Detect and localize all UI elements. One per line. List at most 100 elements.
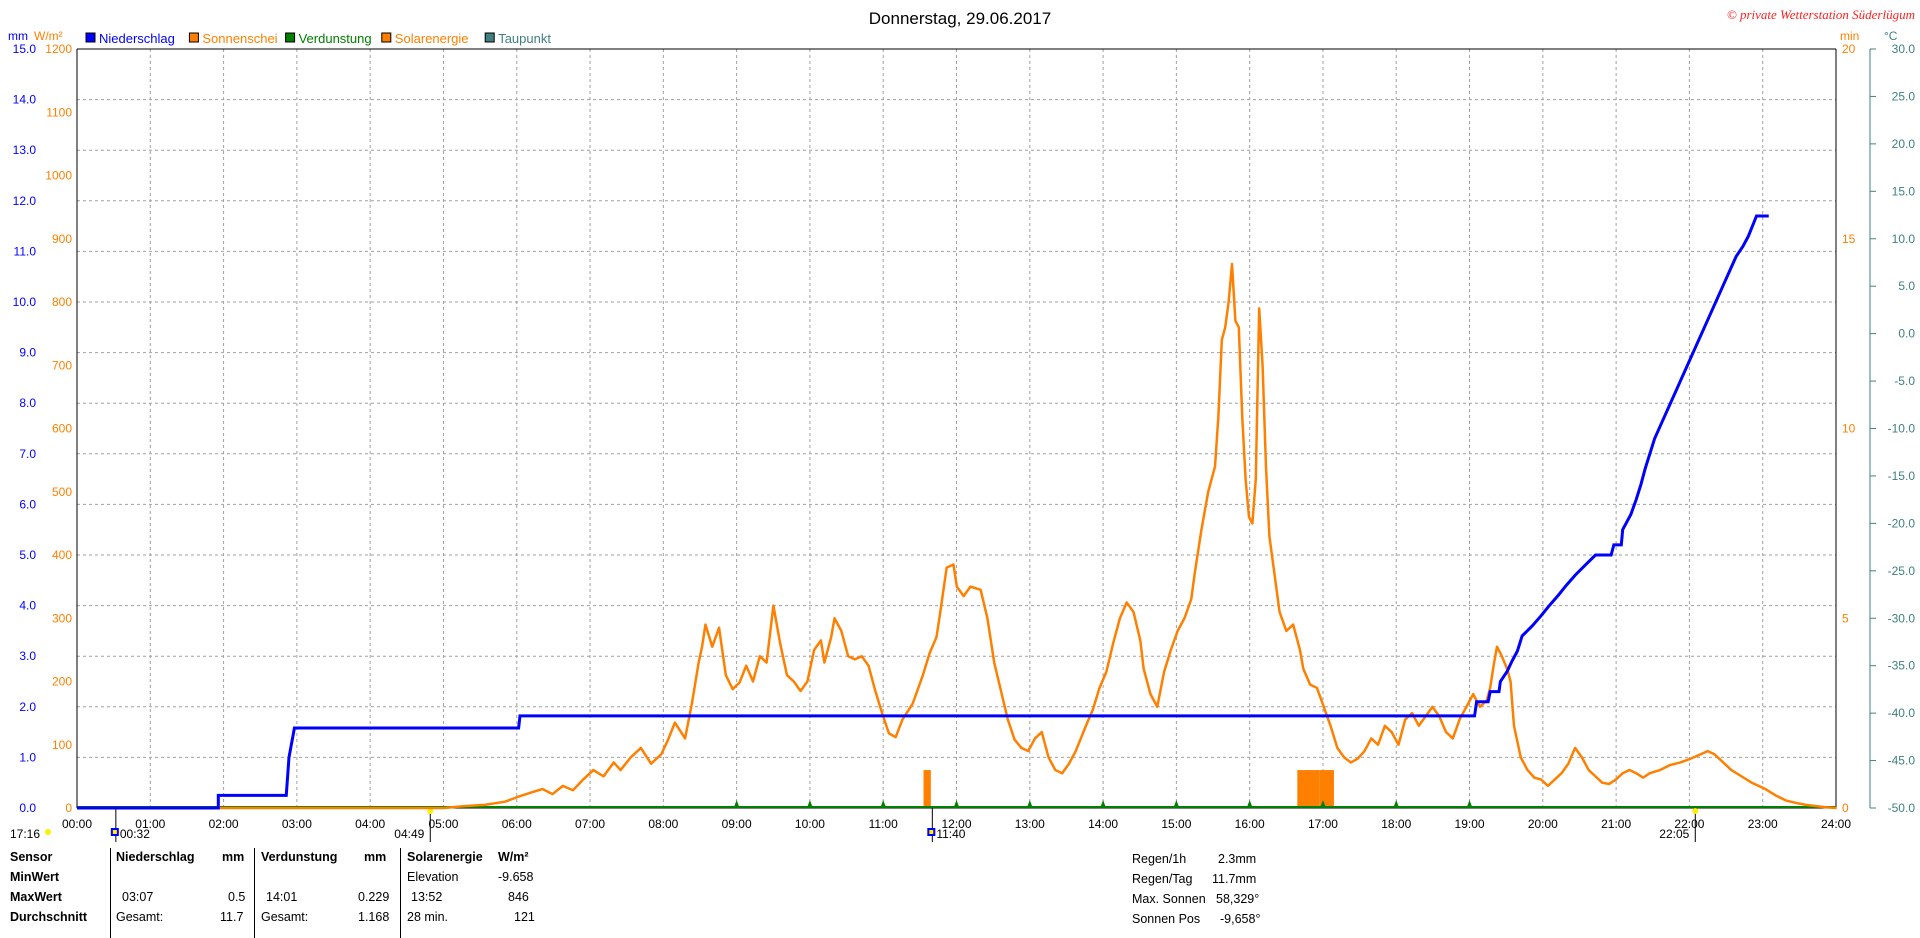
table-header-solarenergie: Solarenergie [407, 850, 483, 864]
row-max-c6: 846 [508, 890, 529, 904]
x-tick-label: 00:00 [62, 817, 92, 831]
x-tick-label: 03:00 [282, 817, 312, 831]
sunshine-bar [1297, 770, 1320, 808]
copyright-text: © private Wetterstation Süderlügum [1727, 7, 1915, 22]
y-left-mm-tick: 12.0 [13, 194, 37, 208]
x-tick-label: 17:00 [1308, 817, 1338, 831]
table-divider-2 [254, 848, 255, 938]
y-right-c-tick: 5.0 [1898, 279, 1915, 293]
y-left-mm-tick: 14.0 [13, 93, 37, 107]
y-right-c-tick: -10.0 [1888, 422, 1916, 436]
evaporation-mark [1319, 800, 1326, 808]
marker-time-label: 22:05 [1659, 827, 1689, 841]
sunshine-bar [1319, 770, 1334, 808]
legend-label: Verdunstung [299, 31, 372, 46]
chart-legend: Niederschlag Sonnenschei Verdunstung Solare… [85, 31, 551, 46]
sun-marker-icon [427, 808, 434, 814]
evaporation-mark [1026, 800, 1033, 808]
chart-title: Donnerstag, 29.06.2017 [869, 9, 1051, 28]
y-left-mm-tick: 6.0 [19, 497, 36, 511]
niederschlag-line [77, 214, 1769, 810]
y-left-wm2-tick: 500 [52, 485, 72, 499]
row-max-c2: 0.5 [228, 890, 246, 904]
summary-value-0: 2.3mm [1218, 852, 1257, 866]
y-left-mm-tick: 15.0 [13, 42, 37, 56]
table-divider-3 [400, 848, 401, 938]
x-tick-label: 23:00 [1748, 817, 1778, 831]
unit-wm2-label: W/m² [34, 29, 63, 43]
evaporation-mark [806, 800, 813, 808]
evaporation-mark [1173, 800, 1180, 808]
summary-panel: Regen/1h 2.3mm Regen/Tag 11.7mm Max. Son… [1128, 846, 1288, 936]
y-left-wm2-tick: 800 [52, 295, 72, 309]
y-right-c-tick: 20.0 [1892, 137, 1916, 151]
x-tick-label: 01:00 [135, 817, 165, 831]
row-avg-c6: 121 [514, 910, 535, 924]
legend-swatch [484, 32, 495, 43]
row-max-c3: 14:01 [266, 890, 298, 904]
y-right-c-tick: 25.0 [1892, 89, 1916, 103]
y-right-c-tick: -20.0 [1888, 516, 1916, 530]
y-right-c-tick: -15.0 [1888, 469, 1916, 483]
y-right-c-tick: 30.0 [1892, 42, 1916, 56]
chart-grid [77, 49, 1836, 808]
x-tick-label: 02:00 [209, 817, 239, 831]
y-right-c-tick: 0.0 [1898, 327, 1915, 341]
x-tick-label: 07:00 [575, 817, 605, 831]
table-header-mm1: mm [222, 850, 245, 864]
row-label-avg: Durchschnitt [10, 910, 88, 924]
legend-swatch [188, 32, 199, 43]
legend-swatch [285, 32, 296, 43]
summary-label-0: Regen/1h [1132, 852, 1187, 866]
marker-time-label: 04:49 [394, 827, 424, 841]
evaporation-mark [1466, 800, 1473, 808]
chart-labels: 00:00 01:00 02:00 03:00 04:00 05:00 06:00 07:00… [8, 29, 1915, 841]
y-left-wm2-tick: 100 [52, 738, 72, 752]
x-tick-label: 16:00 [1235, 817, 1265, 831]
y-left-wm2-tick: 1000 [45, 169, 72, 183]
solarenergie-line [77, 262, 1837, 810]
x-tick-label: 24:00 [1821, 817, 1851, 831]
y-right-c-tick: 10.0 [1892, 232, 1916, 246]
sun-marker-icon [45, 829, 51, 835]
legend-label: Sonnenschei [202, 31, 277, 46]
x-tick-label: 11:00 [869, 817, 898, 831]
row-avg-c5: 28 min. [407, 910, 448, 924]
legend-swatch [85, 32, 96, 43]
row-avg-c4: 1.168 [358, 910, 390, 924]
table-header-sensor: Sensor [10, 850, 53, 864]
y-left-mm-tick: 1.0 [19, 750, 36, 764]
x-tick-label: 13:00 [1015, 817, 1045, 831]
unit-mm-label: mm [8, 29, 28, 43]
table-divider-1 [110, 848, 111, 938]
y-left-mm-tick: 0.0 [19, 801, 36, 815]
y-left-wm2-tick: 1100 [46, 105, 72, 119]
sun-marker-icon [1692, 808, 1699, 814]
y-right-c-tick: -30.0 [1888, 611, 1916, 625]
y-right-min-tick: 15 [1842, 232, 1856, 246]
y-left-wm2-tick: 400 [52, 548, 72, 562]
y-left-wm2-tick: 0 [65, 801, 72, 815]
legend-label: Solarenergie [395, 31, 469, 46]
row-min-c5: Elevation [407, 870, 459, 884]
y-left-wm2-tick: 200 [52, 675, 72, 689]
evaporation-mark [733, 800, 740, 808]
row-avg-c1: Gesamt: [116, 910, 164, 924]
unit-min-label: min [1840, 29, 1859, 43]
y-right-c-tick: -25.0 [1888, 564, 1916, 578]
y-right-c-tick: -50.0 [1888, 801, 1916, 815]
table-header-verdunstung: Verdunstung [261, 850, 338, 864]
y-right-c-tick: -5.0 [1894, 374, 1915, 388]
evaporation-mark [1393, 800, 1400, 808]
evaporation-mark [1100, 800, 1107, 808]
x-tick-label: 05:00 [428, 817, 458, 831]
stats-table: Sensor Niederschlag mm Verdunstung mm So… [0, 846, 560, 938]
row-max-c5: 13:52 [411, 890, 443, 904]
y-left-mm-tick: 8.0 [19, 396, 36, 410]
x-tick-label: 10:00 [795, 817, 825, 831]
y-left-mm-tick: 9.0 [19, 346, 36, 360]
x-tick-label: 20:00 [1528, 817, 1558, 831]
table-header-wm2: W/m² [498, 850, 529, 864]
x-tick-label: 14:00 [1088, 817, 1118, 831]
